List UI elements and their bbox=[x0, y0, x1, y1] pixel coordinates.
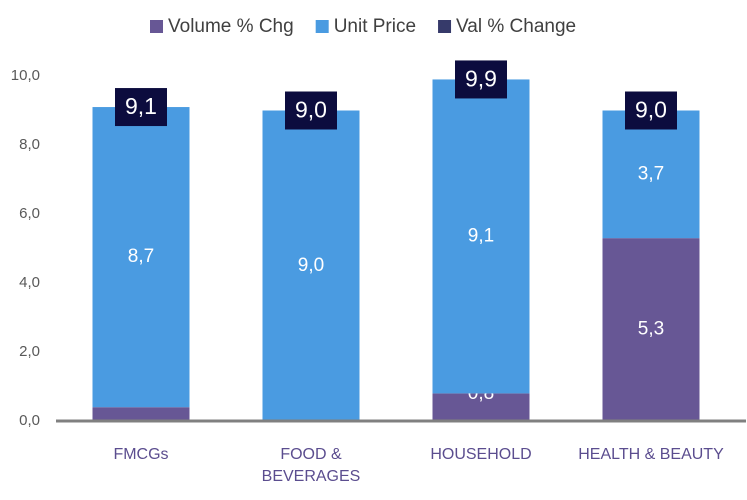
total-label: 9,9 bbox=[465, 66, 497, 92]
total-label: 9,0 bbox=[635, 97, 667, 123]
bar-segment bbox=[432, 79, 530, 394]
total-label-box bbox=[115, 88, 167, 127]
y-tick-label: 0,0 bbox=[19, 412, 40, 429]
legend-label: Unit Price bbox=[334, 16, 416, 37]
total-label-box bbox=[285, 91, 337, 130]
data-label: 9,0 bbox=[298, 255, 324, 276]
data-label: 3,7 bbox=[638, 163, 664, 184]
bar-segment bbox=[602, 238, 700, 421]
y-tick-label: 10,0 bbox=[11, 67, 40, 84]
bar-segment bbox=[432, 393, 530, 421]
total-label: 9,1 bbox=[125, 93, 157, 119]
y-tick-label: 4,0 bbox=[19, 274, 40, 291]
total-label-box bbox=[625, 91, 677, 130]
y-tick-label: 2,0 bbox=[19, 343, 40, 360]
x-tick-label: FMCGs bbox=[113, 446, 169, 463]
legend-swatch bbox=[315, 20, 329, 33]
legend-swatch bbox=[150, 20, 163, 33]
bar-segment bbox=[92, 407, 190, 421]
x-tick-label: HOUSEHOLD bbox=[430, 446, 532, 463]
data-label: 9,1 bbox=[468, 225, 494, 246]
bar-segment bbox=[262, 110, 360, 421]
legend-label: Val % Change bbox=[456, 16, 576, 37]
data-label: 8,7 bbox=[128, 246, 154, 267]
y-tick-label: 8,0 bbox=[19, 136, 40, 153]
bar-segment bbox=[92, 107, 190, 408]
x-tick-label: HEALTH & BEAUTY bbox=[578, 446, 724, 463]
data-label: 5,3 bbox=[638, 319, 664, 340]
bar-segment bbox=[602, 110, 700, 239]
y-tick-label: 6,0 bbox=[19, 205, 40, 222]
legend-swatch bbox=[438, 20, 452, 33]
x-tick-label: FOOD & BEVERAGES bbox=[261, 446, 361, 485]
total-label-box bbox=[455, 60, 507, 99]
total-label: 9,0 bbox=[295, 97, 327, 123]
legend-label: Volume % Chg bbox=[168, 16, 294, 37]
